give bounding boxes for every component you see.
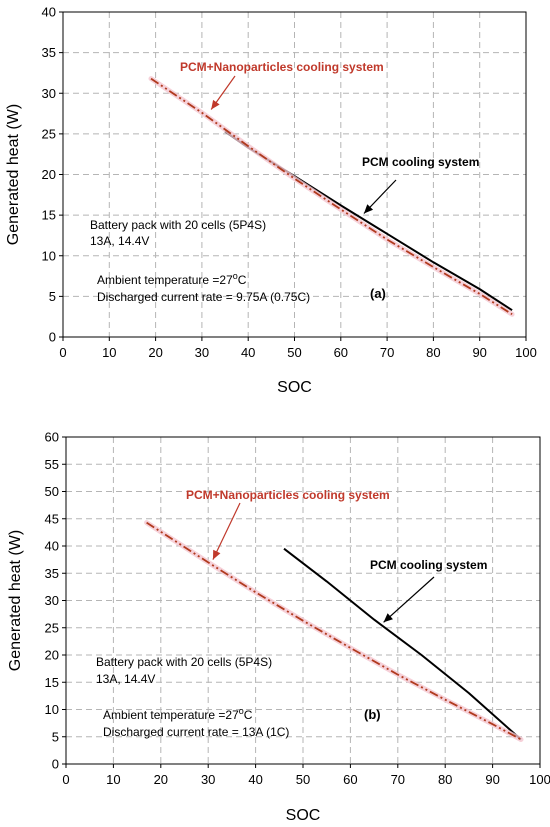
y-tick-label: 0: [52, 757, 59, 772]
annotation-battery-pack: Battery pack with 20 cells (5P4S): [96, 655, 272, 669]
y-tick-label: 40: [42, 5, 56, 20]
x-tick-label: 40: [241, 345, 255, 360]
y-tick-label: 0: [49, 330, 56, 345]
series-line-pcm: [283, 547, 522, 741]
panel-label: (a): [370, 286, 386, 301]
x-tick-label: 40: [248, 772, 262, 787]
y-tick-label: 60: [45, 430, 59, 445]
annotation-pcm-label: PCM cooling system: [370, 558, 487, 572]
x-tick-label: 20: [154, 772, 168, 787]
ambient-degree-sup: o: [233, 271, 238, 281]
x-tick-label: 50: [296, 772, 310, 787]
ambient-unit: C: [244, 708, 253, 722]
y-axis-title: Generated heat (W): [5, 104, 22, 245]
x-tick-label: 60: [334, 345, 348, 360]
y-tick-label: 50: [45, 484, 59, 499]
y-tick-label: 35: [45, 566, 59, 581]
annotation-pcm-label: PCM cooling system: [362, 155, 479, 169]
x-tick-label: 0: [62, 772, 69, 787]
chart-panel-1: 0 10 20 30 40 50 60 70 80 90 100 0 5 10 15 20 25 30 35 40 SO…: [5, 5, 537, 397]
annotation-nanoparticles-label: PCM+Nanoparticles cooling system: [180, 60, 384, 74]
y-tick-label: 45: [45, 511, 59, 526]
x-tick-label: 60: [343, 772, 357, 787]
x-tick-label: 10: [102, 345, 116, 360]
y-tick-label: 10: [42, 248, 56, 263]
x-tick-label: 70: [380, 345, 394, 360]
panel-label: (b): [364, 707, 381, 722]
annotation-ambient-temperature: Ambient temperature =27oC: [103, 706, 253, 722]
y-tick-label: 25: [42, 126, 56, 141]
arrowhead-pcm: [363, 204, 374, 214]
x-tick-label: 90: [485, 772, 499, 787]
annotation-battery-pack: Battery pack with 20 cells (5P4S): [90, 218, 266, 232]
series-halo: [144, 520, 524, 742]
y-tick-label: 15: [45, 675, 59, 690]
y-axis-title: Generated heat (W): [7, 530, 24, 671]
y-tick-label: 35: [42, 45, 56, 60]
annotation-current-rate: Discharged current rate = 13A (1C): [103, 725, 289, 739]
chart-panel-2: 0 10 20 30 40 50 60 70 80 90 100 0 5 10 15 20 25 30 35 40 45…: [7, 430, 550, 825]
annotation-arrow-nanoparticles: [212, 502, 241, 560]
ambient-text: Ambient temperature =27: [97, 273, 233, 287]
x-tick-label: 80: [438, 772, 452, 787]
ambient-degree-sup: o: [239, 706, 244, 716]
x-tick-label: 30: [195, 345, 209, 360]
x-tick-label: 100: [515, 345, 537, 360]
series-line-pcm-nanoparticles: [150, 77, 513, 316]
annotation-pack-rating: 13A, 14.4V: [90, 234, 149, 248]
x-tick-label: 20: [148, 345, 162, 360]
y-tick-label: 5: [52, 729, 59, 744]
ambient-unit: C: [238, 273, 247, 287]
x-axis-title: SOC: [286, 807, 321, 824]
x-tick-label: 0: [59, 345, 66, 360]
x-tick-label: 80: [426, 345, 440, 360]
y-tick-label: 20: [45, 648, 59, 663]
annotation-nanoparticles-label: PCM+Nanoparticles cooling system: [186, 488, 390, 502]
y-tick-label: 40: [45, 539, 59, 554]
x-tick-label: 30: [201, 772, 215, 787]
y-tick-label: 15: [42, 208, 56, 223]
y-tick-label: 10: [45, 702, 59, 717]
annotation-arrow-pcm: [383, 576, 435, 623]
annotation-ambient-temperature: Ambient temperature =27oC: [97, 271, 247, 287]
x-tick-label: 50: [287, 345, 301, 360]
arrowhead-pcm: [383, 613, 393, 623]
y-tick-label: 5: [49, 289, 56, 304]
series-line-pcm-nanoparticles: [146, 521, 522, 741]
ambient-text: Ambient temperature =27: [103, 708, 239, 722]
annotation-pack-rating: 13A, 14.4V: [96, 672, 155, 686]
y-tick-label: 25: [45, 620, 59, 635]
arrowhead-nanoparticles: [211, 99, 220, 110]
x-tick-label: 10: [106, 772, 120, 787]
annotation-current-rate: Discharged current rate = 9.75A (0.75C): [97, 290, 310, 304]
y-tick-label: 30: [45, 593, 59, 608]
x-tick-label: 70: [391, 772, 405, 787]
y-tick-label: 30: [42, 86, 56, 101]
x-tick-label: 100: [529, 772, 550, 787]
x-tick-label: 90: [472, 345, 486, 360]
x-axis-title: SOC: [277, 379, 312, 396]
y-tick-label: 55: [45, 457, 59, 472]
y-tick-label: 20: [42, 167, 56, 182]
arrowhead-nanoparticles: [212, 549, 221, 560]
